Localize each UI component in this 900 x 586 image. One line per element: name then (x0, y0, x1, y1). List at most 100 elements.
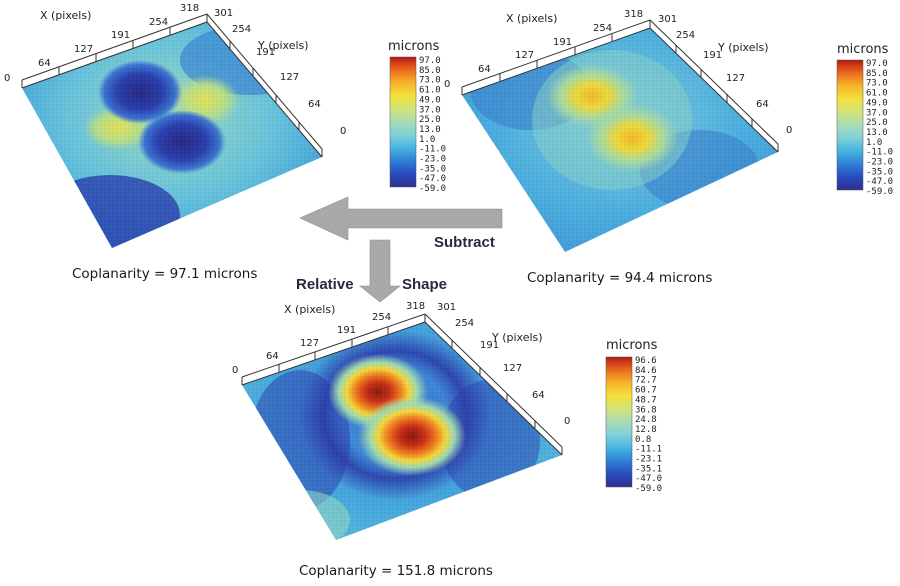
y-tick-top-right-3: 127 (726, 73, 745, 84)
x-axis-title-bottom: X (pixels) (284, 303, 335, 316)
colorbar-tick-label: 37.0 (866, 108, 888, 118)
colorbar-tick-label: 48.7 (635, 395, 657, 405)
y-tick-bottom-1: 254 (455, 318, 474, 329)
subtract-label: Subtract (434, 234, 495, 251)
y-axis-title-top-right: Y (pixels) (717, 41, 769, 54)
y-tick-top-left-0: 301 (214, 8, 233, 19)
x-axis-title-top-left: X (pixels) (40, 9, 91, 22)
subtract-arrow (299, 196, 503, 241)
x-tick-bottom-0: 0 (232, 365, 238, 376)
colorbar-tick-label: -35.1 (635, 464, 662, 474)
colorbar-tick-label: 97.0 (419, 56, 441, 66)
colorbar-tick-label: -59.0 (419, 184, 446, 194)
axes-top-left (21, 13, 323, 158)
surface-plot-top-right: X (pixels) Y (pixels) 0 64 127 191 254 3… (444, 9, 792, 252)
colorbar-bottom: microns 96.684.672.760.748.736.824.812.8… (605, 338, 662, 494)
colorbar-tick-label: 85.0 (866, 69, 888, 79)
colorbar-tick-label: 13.0 (866, 128, 888, 138)
colorbar-title-bottom: microns (606, 338, 658, 353)
x-tick-top-left-5: 318 (180, 3, 199, 14)
y-tick-top-left-3: 127 (280, 72, 299, 83)
colorbar-tick-label: 73.0 (866, 79, 888, 89)
colorbar-tick-label: 25.0 (866, 118, 888, 128)
caption-top-left: Coplanarity = 97.1 microns (72, 266, 257, 282)
y-tick-top-left-1: 254 (232, 24, 251, 35)
colorbar-top-left: microns 97.085.073.061.049.037.025.013.0… (388, 39, 446, 194)
y-tick-top-right-5: 0 (786, 125, 792, 136)
y-tick-bottom-3: 127 (503, 363, 522, 374)
colorbar-tick-label: -23.1 (635, 455, 662, 465)
colorbar-tick-label: 25.0 (419, 115, 441, 125)
axes-bottom (241, 313, 563, 456)
x-tick-top-left-3: 191 (111, 30, 130, 41)
x-tick-bottom-5: 318 (406, 301, 425, 312)
colorbar-tick-label: 60.7 (635, 386, 657, 396)
colorbar-gradient-top-left (389, 56, 417, 188)
y-tick-top-left-4: 64 (308, 99, 321, 110)
y-tick-bottom-2: 191 (480, 340, 499, 351)
colorbar-tick-label: 49.0 (419, 95, 441, 105)
colorbar-tick-label: -11.0 (866, 148, 893, 158)
surface-plot-top-left: X (pixels) Y (pixels) 0 64 127 191 254 3… (4, 3, 346, 248)
colorbar-tick-label: 37.0 (419, 105, 441, 115)
colorbar-tick-label: -47.0 (635, 474, 662, 484)
colorbar-tick-label: 13.0 (419, 125, 441, 135)
colorbar-tick-label: 72.7 (635, 376, 657, 386)
x-tick-top-right-5: 318 (624, 9, 643, 20)
y-tick-bottom-4: 64 (532, 390, 545, 401)
colorbar-gradient-bottom (605, 356, 633, 488)
y-tick-bottom-0: 301 (437, 302, 456, 313)
colorbar-tick-label: -47.0 (419, 174, 446, 184)
colorbar-tick-label: -11.1 (635, 445, 662, 455)
colorbar-tick-label: 73.0 (419, 76, 441, 86)
colorbar-tick-label: -35.0 (419, 164, 446, 174)
relative-shape-arrow (359, 239, 401, 303)
x-tick-bottom-1: 64 (266, 351, 279, 362)
colorbar-tick-label: -11.0 (419, 145, 446, 155)
y-tick-top-right-4: 64 (756, 99, 769, 110)
colorbar-top-right: microns 97.085.073.061.049.037.025.013.0… (836, 42, 893, 197)
relative-label: Relative (296, 276, 354, 293)
shape-label: Shape (402, 276, 447, 293)
colorbar-title-top-left: microns (388, 39, 440, 54)
y-tick-top-left-2: 191 (256, 47, 275, 58)
surface-plot-bottom: X (pixels) Y (pixels) 0 64 127 191 254 3… (232, 301, 570, 540)
colorbar-tick-label: 1.0 (419, 135, 435, 145)
x-axis-title-top-right: X (pixels) (506, 12, 557, 25)
colorbar-tick-label: 1.0 (866, 138, 882, 148)
colorbar-tick-label: 61.0 (419, 86, 441, 96)
x-tick-top-right-1: 64 (478, 64, 491, 75)
y-tick-top-right-0: 301 (658, 14, 677, 25)
y-axis-title-bottom: Y (pixels) (491, 331, 543, 344)
colorbar-gradient-top-right (836, 59, 864, 191)
colorbar-tick-label: -23.0 (866, 158, 893, 168)
y-tick-top-right-2: 191 (703, 50, 722, 61)
x-tick-top-right-4: 254 (593, 23, 612, 34)
colorbar-tick-label: 49.0 (866, 98, 888, 108)
x-tick-bottom-2: 127 (300, 338, 319, 349)
x-tick-bottom-3: 191 (337, 325, 356, 336)
colorbar-tick-label: 85.0 (419, 66, 441, 76)
colorbar-tick-label: 36.8 (635, 405, 657, 415)
y-tick-top-left-5: 0 (340, 126, 346, 137)
x-tick-top-left-0: 0 (4, 73, 10, 84)
colorbar-tick-label: 24.8 (635, 415, 657, 425)
colorbar-tick-label: 61.0 (866, 89, 888, 99)
x-tick-top-right-2: 127 (515, 50, 534, 61)
y-tick-bottom-5: 0 (564, 416, 570, 427)
x-tick-top-right-3: 191 (553, 37, 572, 48)
colorbar-tick-label: 12.8 (635, 425, 657, 435)
caption-bottom: Coplanarity = 151.8 microns (299, 563, 493, 579)
x-tick-top-right-0: 0 (444, 79, 450, 90)
y-tick-top-right-1: 254 (676, 30, 695, 41)
colorbar-tick-label: -47.0 (866, 177, 893, 187)
colorbar-tick-label: -59.0 (635, 484, 662, 494)
colorbar-tick-label: -23.0 (419, 155, 446, 165)
x-tick-bottom-4: 254 (372, 312, 391, 323)
x-tick-top-left-4: 254 (149, 17, 168, 28)
colorbar-tick-label: -59.0 (866, 187, 893, 197)
axes-top-right (461, 19, 779, 153)
colorbar-tick-label: 0.8 (635, 435, 651, 445)
colorbar-tick-label: 96.6 (635, 356, 657, 366)
x-tick-top-left-1: 64 (38, 58, 51, 69)
